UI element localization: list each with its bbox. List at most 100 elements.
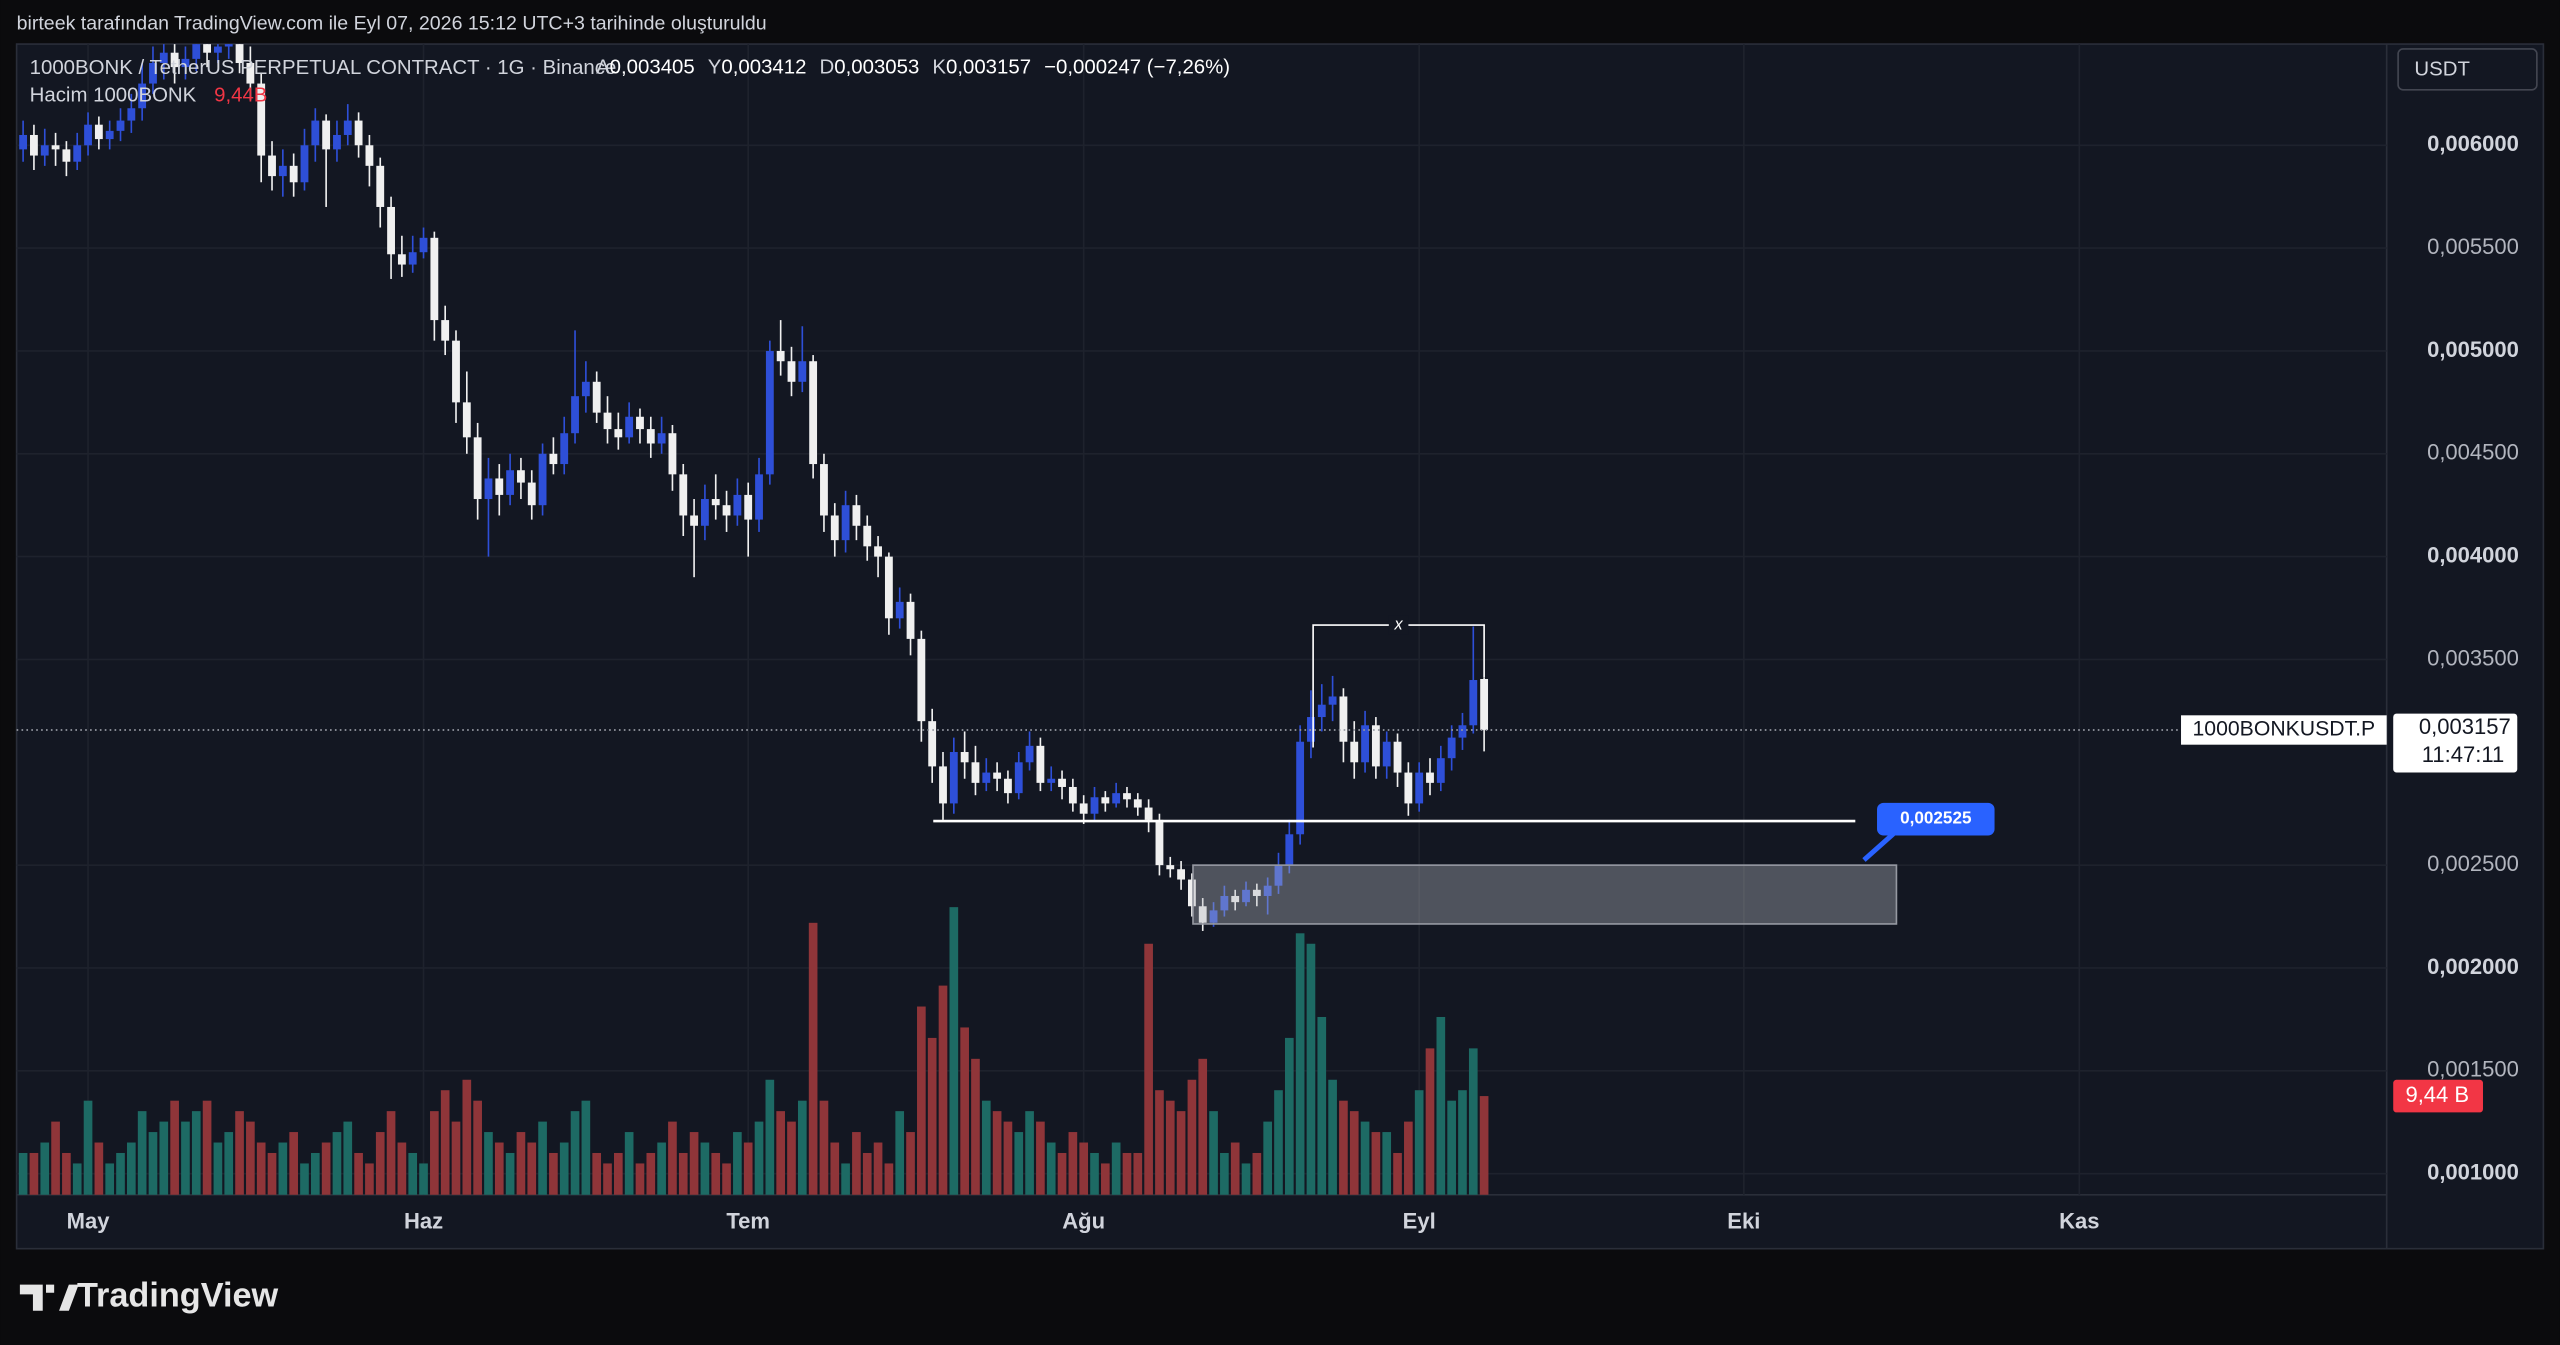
volume-bar [657,1142,666,1195]
y-tick-label: 0,002000 [2427,954,2519,979]
volume-bar [332,1132,342,1195]
candle-body [354,120,363,146]
candle-body [1436,758,1445,783]
volume-label-box [2393,1079,2483,1113]
candle-body [1393,741,1402,773]
footer-logo[interactable]: TradingView [19,1277,279,1315]
ohlc-key: D [820,57,835,79]
volume-bar [1458,1090,1467,1195]
candle-body [549,453,558,465]
volume-bar [862,1152,872,1195]
candle-body [581,381,590,397]
volume-bar [94,1142,104,1195]
volume-bar [1371,1132,1381,1195]
volume-legend-name: Hacim 1000BONK [30,85,197,107]
candle-body [1187,879,1196,907]
logo-text[interactable]: TradingView [77,1277,279,1315]
legend: 1000BONK / TetherUS PERPETUAL CONTRACT ·… [30,57,1230,107]
volume-bar [289,1132,298,1195]
candle-body [62,149,71,162]
volume-bar [797,1100,807,1195]
callout-box [1877,802,1995,836]
volume-bar [1090,1152,1099,1195]
y-tick-label: 0,005500 [2427,234,2519,259]
volume-bar [927,1037,937,1195]
price-label: 0,003157 [2419,714,2511,739]
candle-body [733,494,742,516]
volume-bar [678,1152,688,1195]
candle-body [960,752,969,763]
volume-bar [570,1111,580,1195]
volume-bar [981,1100,991,1195]
volume-bar [635,1163,645,1195]
candle-body [1014,762,1023,794]
volume-bar [1046,1142,1056,1195]
volume-bar [895,1111,905,1195]
volume-bar [1155,1090,1164,1195]
volume-bar [1122,1152,1132,1195]
volume-bar [440,1090,450,1195]
volume-bar [1230,1142,1240,1195]
volume-bar [1057,1152,1067,1195]
volume-bar [127,1142,136,1195]
logo-icon[interactable] [19,1284,79,1311]
candle-body [1133,799,1142,808]
volume-bar [549,1152,558,1195]
candle-body [1025,745,1034,763]
candle-body [1447,737,1456,759]
candle-body [895,601,904,619]
symbol-label: 1000BONKUSDT.P [2193,718,2376,741]
candle-body [1350,741,1359,763]
x-tick-label: Ağu [1062,1208,1105,1233]
candle-body [787,361,796,382]
currency-box[interactable] [2397,48,2538,91]
candle-body [138,83,147,109]
volume-bar [776,1111,785,1195]
candle-body [51,145,60,150]
candle-body [159,52,168,63]
currency-button[interactable]: USDT [2397,48,2538,91]
volume-bar [1165,1100,1175,1195]
candle-body [1328,696,1337,705]
volume-bar [722,1163,731,1195]
candle-body [928,721,937,767]
volume-bar [1393,1152,1402,1195]
volume-bar [181,1121,190,1195]
volume-bar [841,1163,850,1195]
volume-bar [494,1142,504,1195]
candle-body [30,134,38,156]
candle-body [625,416,634,438]
volume-bar [1252,1152,1262,1195]
candle-body [170,52,179,68]
volume-bar [224,1132,234,1195]
candle-body [679,474,688,516]
volume-bar [1414,1090,1424,1195]
volume-bar [18,1152,28,1195]
volume-bar [559,1142,569,1195]
volume-bar [581,1100,591,1195]
candle-body [116,120,125,131]
candle-body [1426,772,1434,783]
callout-pointer [1862,832,1895,862]
volume-bar [1003,1121,1013,1195]
candle-body [646,429,655,444]
candle-body [192,44,201,59]
candle-body [278,165,287,177]
candle-body [993,772,1002,779]
ohlc-key: A [596,57,610,79]
volume-bar [1025,1111,1034,1195]
volume-bar [278,1142,288,1195]
candle-body [1198,906,1207,923]
y-tick-label: 0,001000 [2427,1159,2519,1184]
y-tick-label: 0,006000 [2427,131,2519,156]
volume-bar [1479,1096,1489,1195]
candle-body [538,453,547,506]
candle-body [1404,772,1413,804]
candle-body [841,505,850,541]
volume-bar [473,1100,482,1195]
candle-body [40,145,49,156]
volume-bar [960,1027,969,1195]
volume-bar [386,1111,396,1195]
currency[interactable]: USDT [2414,59,2470,81]
volume-bar [40,1142,50,1195]
